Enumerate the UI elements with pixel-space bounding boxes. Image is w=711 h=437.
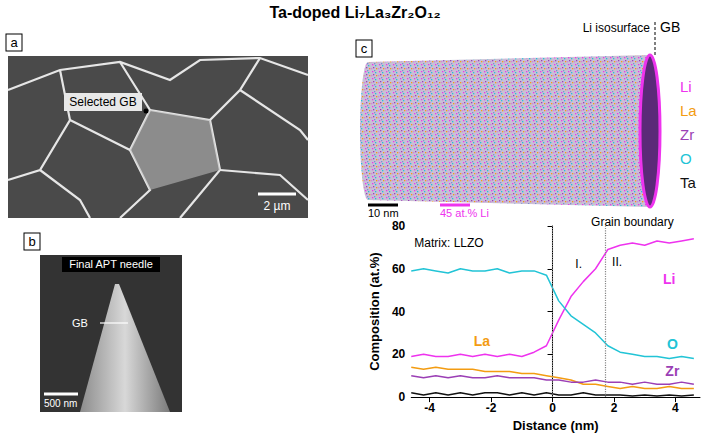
- svg-text:a: a: [10, 35, 18, 50]
- svg-text:Zr: Zr: [680, 126, 694, 143]
- svg-text:Distance (nm): Distance (nm): [513, 418, 599, 433]
- svg-text:60: 60: [392, 262, 406, 276]
- svg-text:40: 40: [392, 305, 406, 319]
- svg-text:c: c: [361, 41, 368, 56]
- svg-text:I.: I.: [575, 257, 582, 271]
- svg-text:GB: GB: [660, 19, 680, 35]
- svg-text:10 nm: 10 nm: [368, 207, 399, 219]
- svg-text:500 nm: 500 nm: [44, 398, 77, 409]
- svg-text:Li isosurface: Li isosurface: [583, 21, 651, 35]
- svg-text:Grain boundary: Grain boundary: [591, 215, 674, 229]
- svg-text:La: La: [474, 333, 491, 349]
- svg-text:-2: -2: [486, 401, 497, 415]
- svg-text:Final APT needle: Final APT needle: [69, 258, 153, 270]
- svg-text:0: 0: [549, 401, 556, 415]
- svg-text:II.: II.: [612, 255, 622, 269]
- svg-text:GB: GB: [72, 317, 88, 329]
- svg-text:Zr: Zr: [665, 363, 680, 379]
- svg-text:2 µm: 2 µm: [264, 199, 291, 213]
- svg-text:45 at.% Li: 45 at.% Li: [440, 207, 489, 219]
- svg-text:Ta: Ta: [680, 174, 697, 191]
- svg-text:-4: -4: [424, 401, 435, 415]
- svg-text:O: O: [680, 150, 692, 167]
- svg-text:Li: Li: [663, 271, 675, 287]
- svg-text:Li: Li: [680, 78, 692, 95]
- svg-text:2: 2: [611, 401, 618, 415]
- svg-text:b: b: [28, 234, 35, 249]
- svg-text:Composition (at.%): Composition (at.%): [367, 252, 382, 370]
- svg-text:Ta-doped Li₇La₃Zr₂O₁₂: Ta-doped Li₇La₃Zr₂O₁₂: [269, 4, 440, 21]
- svg-text:20: 20: [392, 347, 406, 361]
- svg-text:O: O: [667, 336, 678, 352]
- svg-text:La: La: [680, 102, 697, 119]
- svg-text:80: 80: [392, 219, 406, 233]
- svg-text:Matrix: LLZO: Matrix: LLZO: [414, 236, 483, 250]
- svg-text:Selected GB: Selected GB: [69, 95, 136, 109]
- svg-text:0: 0: [399, 390, 406, 404]
- svg-text:4: 4: [672, 401, 679, 415]
